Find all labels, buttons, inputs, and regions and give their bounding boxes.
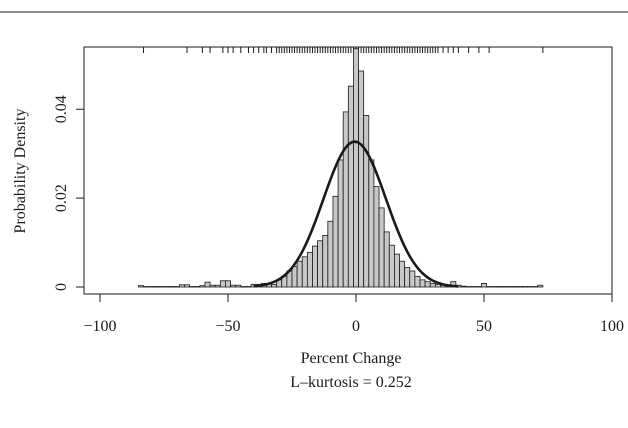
- histogram-bar: [537, 284, 544, 288]
- histogram-bar: [245, 286, 252, 288]
- histogram-bar: [460, 285, 467, 288]
- histogram-bar: [424, 281, 431, 288]
- histogram-bar: [486, 286, 493, 288]
- x-tick-label: −50: [215, 318, 240, 335]
- histogram-bar: [496, 286, 503, 288]
- histogram-bar: [148, 286, 155, 288]
- y-tick-label: 0.04: [53, 95, 70, 123]
- histogram-bar: [312, 245, 319, 288]
- histogram-bars: [137, 48, 544, 288]
- histogram-bar: [358, 70, 365, 288]
- histogram-bar: [225, 280, 231, 288]
- histogram-bar: [291, 266, 298, 288]
- histogram-bar: [173, 286, 180, 288]
- x-tick-label: 0: [352, 318, 360, 335]
- histogram-bar: [373, 186, 380, 288]
- histogram-bar: [240, 286, 247, 288]
- histogram-bar: [522, 286, 528, 288]
- histogram-bar: [271, 283, 278, 288]
- histogram-bar: [235, 284, 242, 288]
- histogram-bar: [363, 115, 370, 288]
- y-axis-label: Probability Density: [12, 109, 29, 234]
- histogram-bar: [163, 286, 170, 288]
- x-axis: −100 −50 0 50 100: [83, 293, 624, 335]
- histogram-bar: [383, 231, 390, 288]
- histogram-bar: [409, 270, 416, 288]
- histogram-bar: [501, 286, 508, 288]
- y-tick-label: 0.02: [53, 184, 70, 212]
- histogram-bar: [296, 260, 303, 288]
- histogram-bar: [332, 195, 339, 288]
- histogram-bar: [184, 284, 190, 288]
- histogram-bar: [506, 286, 513, 288]
- histogram-bar: [393, 253, 400, 288]
- histogram-bar: [399, 260, 406, 288]
- x-tick-label: 50: [476, 318, 492, 335]
- histogram-bar: [475, 286, 482, 288]
- density-curve: [253, 140, 459, 288]
- histogram-bar: [378, 207, 385, 288]
- histogram-bar: [532, 286, 539, 288]
- histogram-bar: [527, 286, 534, 288]
- histogram-bar: [168, 286, 175, 288]
- l-kurtosis-annotation: L–kurtosis = 0.252: [290, 374, 411, 391]
- histogram-bar: [153, 286, 160, 288]
- histogram-bar: [209, 284, 216, 288]
- histogram-bar: [194, 286, 201, 288]
- histogram-bar: [137, 285, 144, 288]
- histogram-bar: [214, 284, 221, 288]
- histogram-bar: [491, 286, 498, 288]
- histogram-bar: [419, 279, 426, 288]
- y-tick-label: 0: [53, 283, 70, 291]
- histogram-bar: [465, 286, 472, 288]
- histogram-bar: [301, 256, 308, 288]
- histogram-bar: [511, 286, 518, 288]
- histogram-bar: [516, 286, 523, 288]
- rug-group: [143, 47, 544, 53]
- histogram-bar: [230, 284, 237, 288]
- histogram-bar: [368, 159, 375, 288]
- histogram-bar: [347, 85, 354, 288]
- histogram-bar: [481, 283, 487, 288]
- histogram-bar: [158, 286, 165, 288]
- histogram-bar: [404, 267, 411, 288]
- histogram-bar: [388, 244, 395, 288]
- histogram-bar: [322, 235, 329, 288]
- histogram-bar: [327, 220, 334, 288]
- x-tick-label: −100: [83, 318, 116, 335]
- histogram-bar: [470, 286, 477, 288]
- histogram-bar: [219, 280, 226, 288]
- y-axis: 0 0.02 0.04: [53, 95, 85, 291]
- histogram-bar: [353, 48, 359, 288]
- histogram-bar: [204, 281, 211, 288]
- histogram-bar: [143, 286, 150, 288]
- x-tick-label: 100: [600, 318, 624, 335]
- histogram-bar: [189, 286, 196, 288]
- histogram-bar: [317, 240, 324, 288]
- x-axis-label: Percent Change: [301, 350, 402, 367]
- histogram-bar: [337, 159, 344, 288]
- histogram-bar: [429, 283, 436, 288]
- histogram-bar: [178, 284, 185, 288]
- histogram-bar: [414, 275, 421, 288]
- histogram-bar: [306, 251, 313, 288]
- histogram-bar: [342, 111, 349, 288]
- histogram-bar: [199, 285, 206, 288]
